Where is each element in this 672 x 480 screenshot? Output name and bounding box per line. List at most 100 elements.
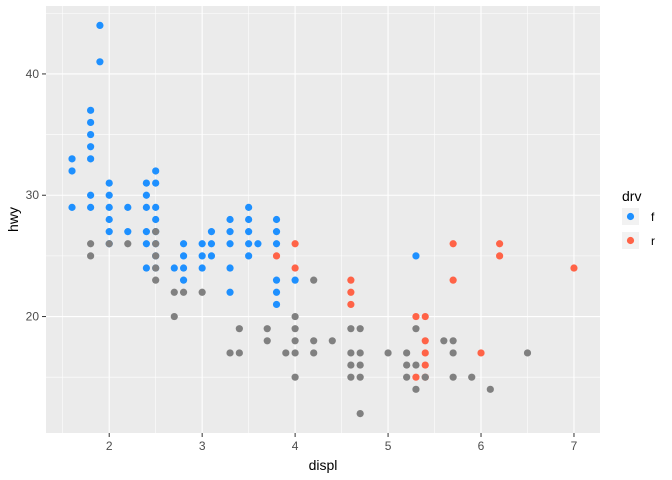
data-point-na (105, 240, 113, 248)
data-point-r (570, 264, 578, 272)
data-point-na (87, 252, 95, 260)
data-point-f (198, 264, 206, 272)
data-point-na (356, 361, 364, 369)
data-point-f (272, 276, 281, 284)
data-point-f (105, 191, 113, 199)
data-point-f (226, 240, 234, 248)
data-point-f (87, 106, 95, 114)
data-point-f (245, 203, 253, 211)
data-point-f (272, 288, 281, 296)
legend-label-f: f (651, 210, 655, 224)
data-point-na (449, 349, 457, 357)
data-point-na (291, 373, 299, 381)
data-point-r (421, 337, 429, 345)
data-point-f (124, 203, 132, 211)
data-point-f (152, 203, 160, 211)
data-point-f (87, 203, 95, 211)
data-point-f (198, 252, 206, 260)
data-point-f (68, 203, 76, 211)
data-point-na (412, 325, 420, 333)
data-point-na (291, 325, 299, 333)
legend-title: drv (622, 188, 641, 204)
data-point-r (347, 300, 355, 309)
data-point-r (347, 288, 355, 296)
data-point-na (356, 349, 364, 357)
data-point-na (356, 409, 364, 418)
data-point-r (449, 240, 457, 248)
data-point-na (347, 325, 355, 333)
data-point-f (105, 203, 113, 211)
data-point-f (87, 118, 95, 127)
data-point-na (170, 288, 178, 296)
data-point-f (68, 155, 76, 163)
data-point-f (207, 240, 216, 248)
x-tick-label: 2 (106, 439, 113, 453)
data-point-r (421, 361, 429, 369)
data-point-f (226, 215, 234, 224)
x-axis-title: displ (309, 457, 338, 473)
x-tick-label: 4 (292, 439, 299, 453)
data-point-na (226, 349, 234, 357)
data-point-f (87, 143, 95, 151)
data-point-r (291, 264, 299, 272)
data-point-f (179, 264, 188, 272)
data-point-na (198, 288, 206, 296)
data-point-f (152, 215, 160, 224)
data-point-f (245, 252, 253, 260)
data-point-na (87, 240, 95, 248)
data-point-f (142, 228, 150, 236)
data-point-f (142, 191, 150, 199)
major-gridlines (46, 6, 600, 433)
data-point-f (87, 155, 95, 163)
data-point-na (449, 337, 457, 345)
data-point-na (328, 337, 336, 345)
data-point-r (421, 312, 429, 321)
data-point-f (272, 228, 281, 236)
data-point-na (179, 288, 188, 296)
data-point-na (468, 373, 476, 381)
data-point-r (291, 240, 299, 248)
data-point-na (310, 337, 318, 345)
x-tick-label: 7 (571, 439, 578, 453)
data-point-f (226, 228, 234, 236)
data-point-f (96, 21, 104, 30)
data-point-na (235, 349, 243, 357)
data-point-f (124, 228, 132, 236)
x-tick-label: 6 (478, 439, 485, 453)
data-point-na (356, 325, 364, 333)
legend-label-r: r (651, 234, 655, 248)
data-point-f (245, 215, 253, 224)
data-point-r (496, 240, 504, 248)
data-points (68, 21, 578, 418)
data-point-f (87, 130, 95, 139)
data-point-na (347, 349, 355, 357)
data-point-r (412, 373, 420, 381)
data-point-f (245, 240, 253, 248)
data-point-r (412, 312, 420, 321)
data-point-na (282, 349, 290, 357)
data-point-na (152, 276, 160, 284)
data-point-na (347, 361, 355, 369)
legend: drv fr (622, 188, 655, 249)
data-point-na (412, 361, 420, 369)
data-point-f (142, 240, 150, 248)
data-point-na (152, 264, 160, 272)
data-point-na (523, 349, 532, 357)
data-point-f (198, 240, 206, 248)
data-point-na (412, 385, 420, 393)
data-point-na (421, 373, 429, 381)
data-point-na (291, 337, 299, 345)
data-point-na (291, 349, 299, 357)
data-point-na (291, 312, 299, 321)
data-point-f (207, 228, 216, 236)
minor-gridlines (46, 6, 600, 433)
data-point-f (179, 252, 188, 260)
data-point-f (105, 228, 113, 236)
data-point-na (124, 240, 132, 248)
data-point-f (142, 264, 150, 272)
data-point-na (152, 240, 160, 248)
data-point-f (142, 203, 150, 211)
data-point-na (440, 337, 448, 345)
data-point-f (272, 300, 281, 309)
